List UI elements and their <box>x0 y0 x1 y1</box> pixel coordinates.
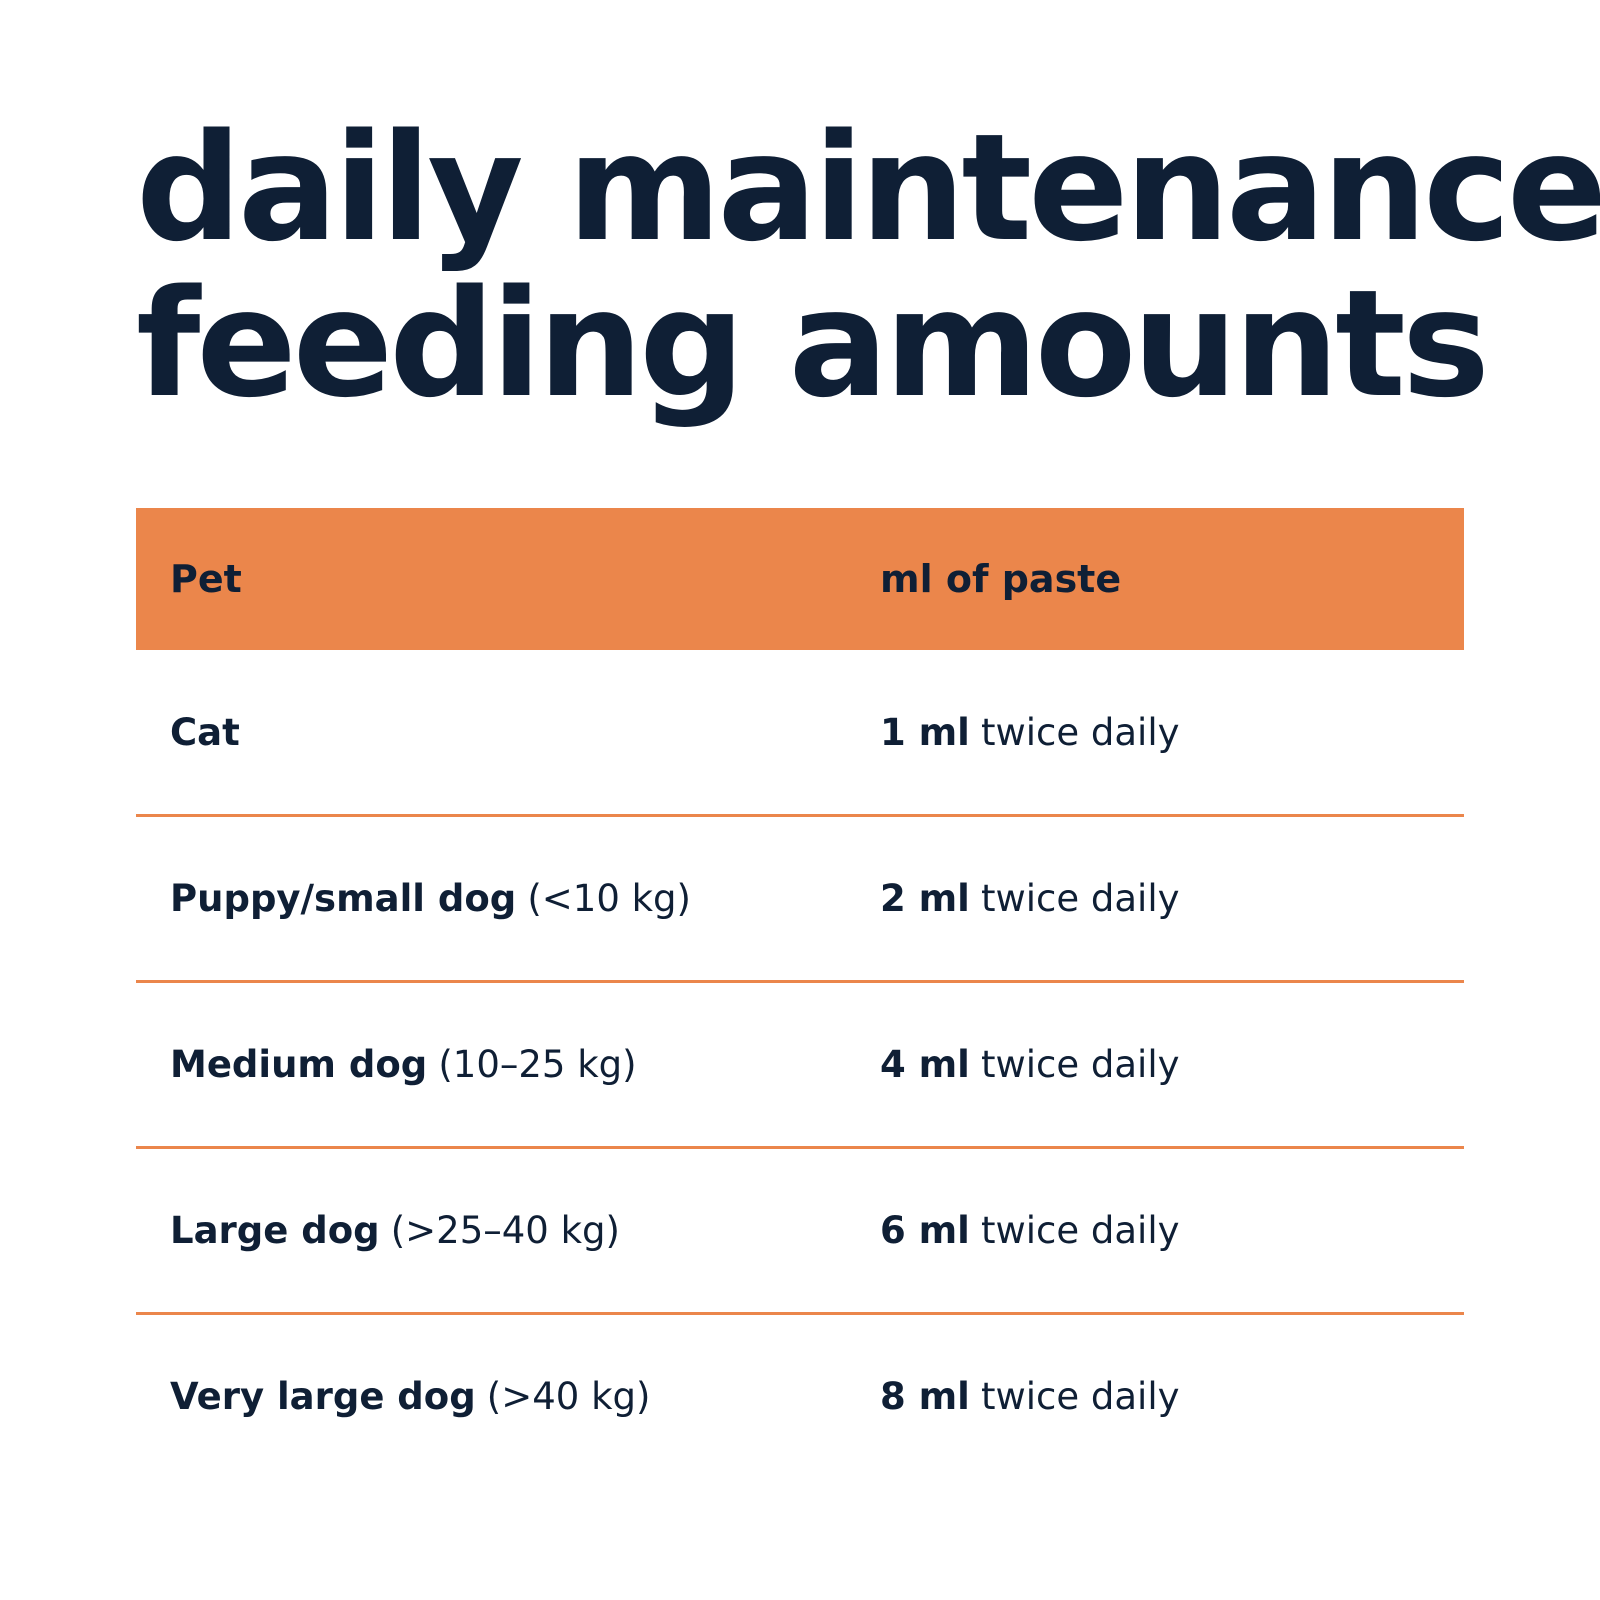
cell-bold: Medium dog <box>170 1043 428 1086</box>
cell-text: (>40 kg) <box>486 1375 651 1418</box>
table-cell: 4 ml twice daily <box>880 1043 1180 1086</box>
cell-bold: 2 ml <box>880 877 970 920</box>
cell-bold: Large dog <box>170 1209 380 1252</box>
table-row: Cat 1 ml twice daily <box>136 650 1464 814</box>
table-cell: Medium dog (10–25 kg) <box>170 1043 637 1086</box>
header-cells: Pet ml of paste <box>136 508 1464 650</box>
table: Pet ml of paste Cat 1 ml twice daily Puppy/sm… <box>136 508 1464 1478</box>
title-line: feeding amounts <box>136 258 1490 430</box>
table-cell: Large dog (>25–40 kg) <box>170 1209 620 1252</box>
table-row: Very large dog (>40 kg) 8 ml twice daily <box>136 1312 1464 1478</box>
table-cell: 1 ml twice daily <box>880 711 1180 754</box>
cell-text: twice daily <box>980 877 1180 920</box>
row-cells: Large dog (>25–40 kg) 6 ml twice daily <box>136 1149 1464 1312</box>
cell-bold: 1 ml <box>880 710 970 754</box>
cell-bold: Cat <box>170 710 240 754</box>
table-cell: Very large dog (>40 kg) <box>170 1375 650 1418</box>
cell-text: twice daily <box>980 1043 1180 1086</box>
table-cell: 2 ml twice daily <box>880 877 1180 920</box>
row-cells: Very large dog (>40 kg) 8 ml twice daily <box>136 1315 1464 1478</box>
table-cell: 6 ml twice daily <box>880 1209 1180 1252</box>
cell-text: (>25–40 kg) <box>390 1209 620 1252</box>
cell-bold: 6 ml <box>880 1209 970 1252</box>
header-row: Pet ml of paste <box>136 508 1464 650</box>
table-row: Puppy/small dog (<10 kg) 2 ml twice daily <box>136 814 1464 980</box>
table-cell: 8 ml twice daily <box>880 1375 1180 1418</box>
row-cells: Cat 1 ml twice daily <box>136 650 1464 814</box>
column-header: Pet <box>170 557 242 601</box>
cell-text: (10–25 kg) <box>438 1043 637 1086</box>
cell-bold: 8 ml <box>880 1375 970 1418</box>
cell-text: twice daily <box>980 710 1180 754</box>
cell-text: (<10 kg) <box>527 877 691 920</box>
cell-bold: Very large dog <box>170 1375 476 1418</box>
column-header: ml of paste <box>880 557 1122 601</box>
cell-bold: Puppy/small dog <box>170 877 517 920</box>
table-row: Large dog (>25–40 kg) 6 ml twice daily <box>136 1146 1464 1312</box>
table-cell: Puppy/small dog (<10 kg) <box>170 877 691 920</box>
row-cells: Puppy/small dog (<10 kg) 2 ml twice daily <box>136 817 1464 980</box>
table-cell: Cat <box>170 711 240 754</box>
cell-text: twice daily <box>980 1375 1180 1418</box>
cell-text: twice daily <box>980 1209 1180 1252</box>
row-cells: Medium dog (10–25 kg) 4 ml twice daily <box>136 983 1464 1146</box>
cell-bold: 4 ml <box>880 1043 970 1086</box>
title-line: daily maintenance <box>136 102 1600 274</box>
title: daily maintenance feeding amounts <box>136 110 1600 422</box>
table-row: Medium dog (10–25 kg) 4 ml twice daily <box>136 980 1464 1146</box>
